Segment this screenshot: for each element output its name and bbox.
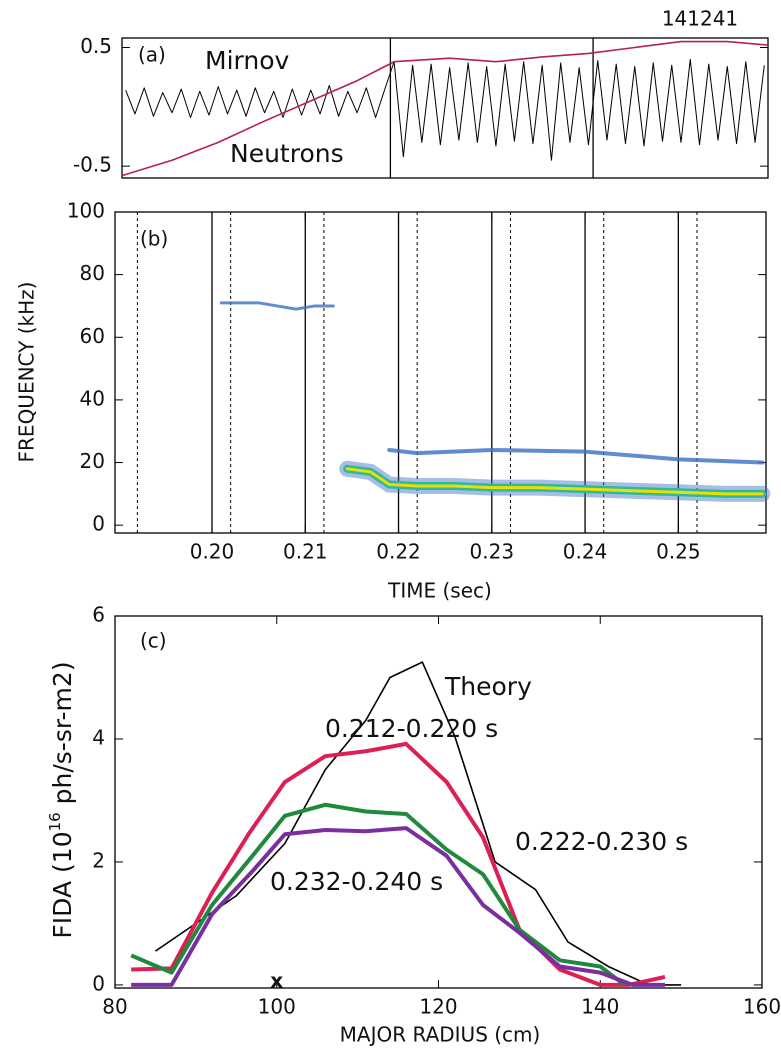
series-label: Neutrons — [230, 139, 344, 168]
contour-line — [387, 448, 765, 465]
y-tick-label: -0.5 — [73, 153, 112, 177]
y-tick-label: 40 — [80, 386, 105, 410]
x-tick-label: 0.22 — [376, 540, 421, 564]
series-line — [121, 40, 769, 177]
y-tick-label: 6 — [92, 603, 105, 627]
y-label-text: ph/s-sr-m2) — [48, 661, 77, 812]
series-line — [131, 741, 666, 987]
annotation: x — [270, 969, 283, 993]
series-line — [125, 58, 765, 161]
shot-number: 141241 — [662, 7, 738, 31]
y-tick-label: 60 — [80, 324, 105, 348]
x-tick-label: 100 — [258, 995, 296, 1019]
plot-frame — [114, 211, 767, 534]
x-tick-label: 0.25 — [656, 540, 701, 564]
x-tick-label: 80 — [102, 995, 127, 1019]
x-axis-label: TIME (sec) — [387, 579, 492, 603]
x-tick-label: 0.23 — [470, 540, 515, 564]
series-line — [154, 661, 682, 986]
contour-core — [345, 467, 764, 496]
y-tick-label: 80 — [80, 261, 105, 285]
y-tick-label: 2 — [92, 848, 105, 872]
y-tick-label: 20 — [80, 449, 105, 473]
series-label: Theory — [444, 672, 532, 701]
y-axis-label: FREQUENCY (kHz) — [15, 282, 39, 463]
y-tick-label: 0 — [92, 512, 105, 536]
panel-label: (a) — [138, 43, 166, 67]
y-tick-label: 4 — [92, 725, 105, 749]
x-tick-label: 140 — [581, 995, 619, 1019]
y-tick-label: 100 — [67, 199, 105, 223]
y-tick-label: 0 — [92, 971, 105, 995]
contour-line — [219, 301, 335, 311]
plot-frame — [114, 615, 763, 989]
x-axis-label: MAJOR RADIUS (cm) — [340, 1023, 541, 1047]
x-tick-label: 0.24 — [563, 540, 608, 564]
y-axis-label: FIDA (1016 ph/s-sr-m2) — [46, 661, 78, 938]
series-label: 0.232-0.240 s — [270, 867, 443, 896]
series-line — [131, 826, 665, 987]
x-tick-label: 120 — [419, 995, 457, 1019]
x-tick-label: 0.21 — [283, 540, 328, 564]
y-tick-label: 0.5 — [80, 34, 112, 58]
x-tick-label: 0.20 — [190, 540, 235, 564]
panel-label: (b) — [140, 227, 168, 251]
series-label: Mirnov — [205, 46, 289, 75]
x-tick-label: 160 — [743, 995, 781, 1019]
y-label-superscript: 16 — [46, 812, 64, 831]
series-label: 0.212-0.220 s — [325, 714, 498, 743]
series-line — [130, 802, 626, 987]
panel-label: (c) — [140, 629, 167, 653]
y-label-text: FIDA (10 — [48, 831, 77, 938]
series-label: 0.222-0.230 s — [515, 827, 688, 856]
plot-frame — [121, 37, 769, 179]
